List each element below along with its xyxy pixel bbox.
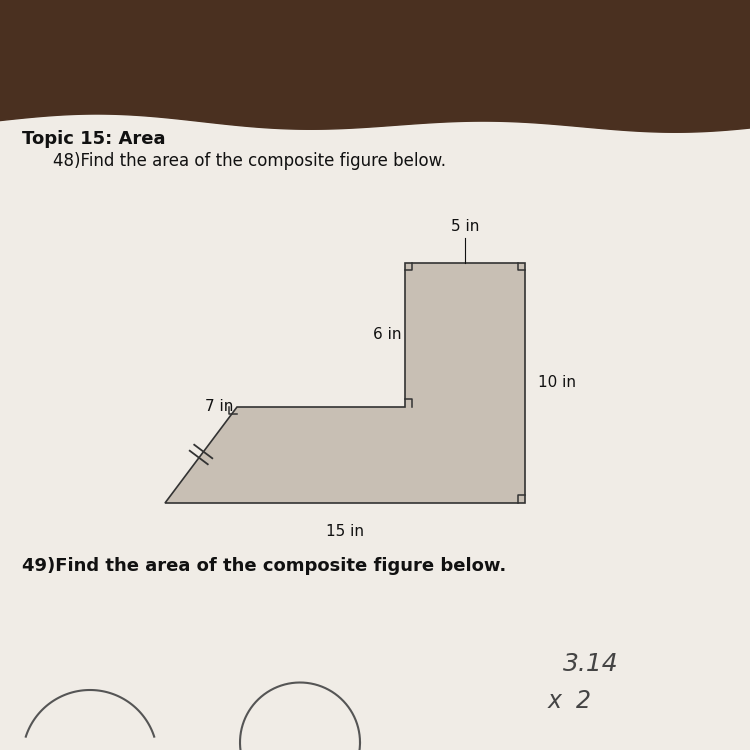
Text: 48)Find the area of the composite figure below.: 48)Find the area of the composite figure… [53, 152, 446, 170]
Text: x  2: x 2 [548, 689, 592, 713]
Bar [0, 120, 750, 750]
Text: Topic 15: Area: Topic 15: Area [22, 130, 166, 148]
Text: 49)Find the area of the composite figure below.: 49)Find the area of the composite figure… [22, 557, 507, 575]
Bar [0, 0, 750, 128]
Text: 10 in: 10 in [538, 375, 577, 390]
Text: 15 in: 15 in [326, 524, 364, 538]
Text: 5 in: 5 in [451, 219, 479, 234]
Text: 3.14: 3.14 [562, 652, 618, 676]
Text: 7 in: 7 in [205, 399, 233, 414]
Polygon shape [165, 262, 525, 503]
Text: 6 in: 6 in [373, 327, 401, 342]
